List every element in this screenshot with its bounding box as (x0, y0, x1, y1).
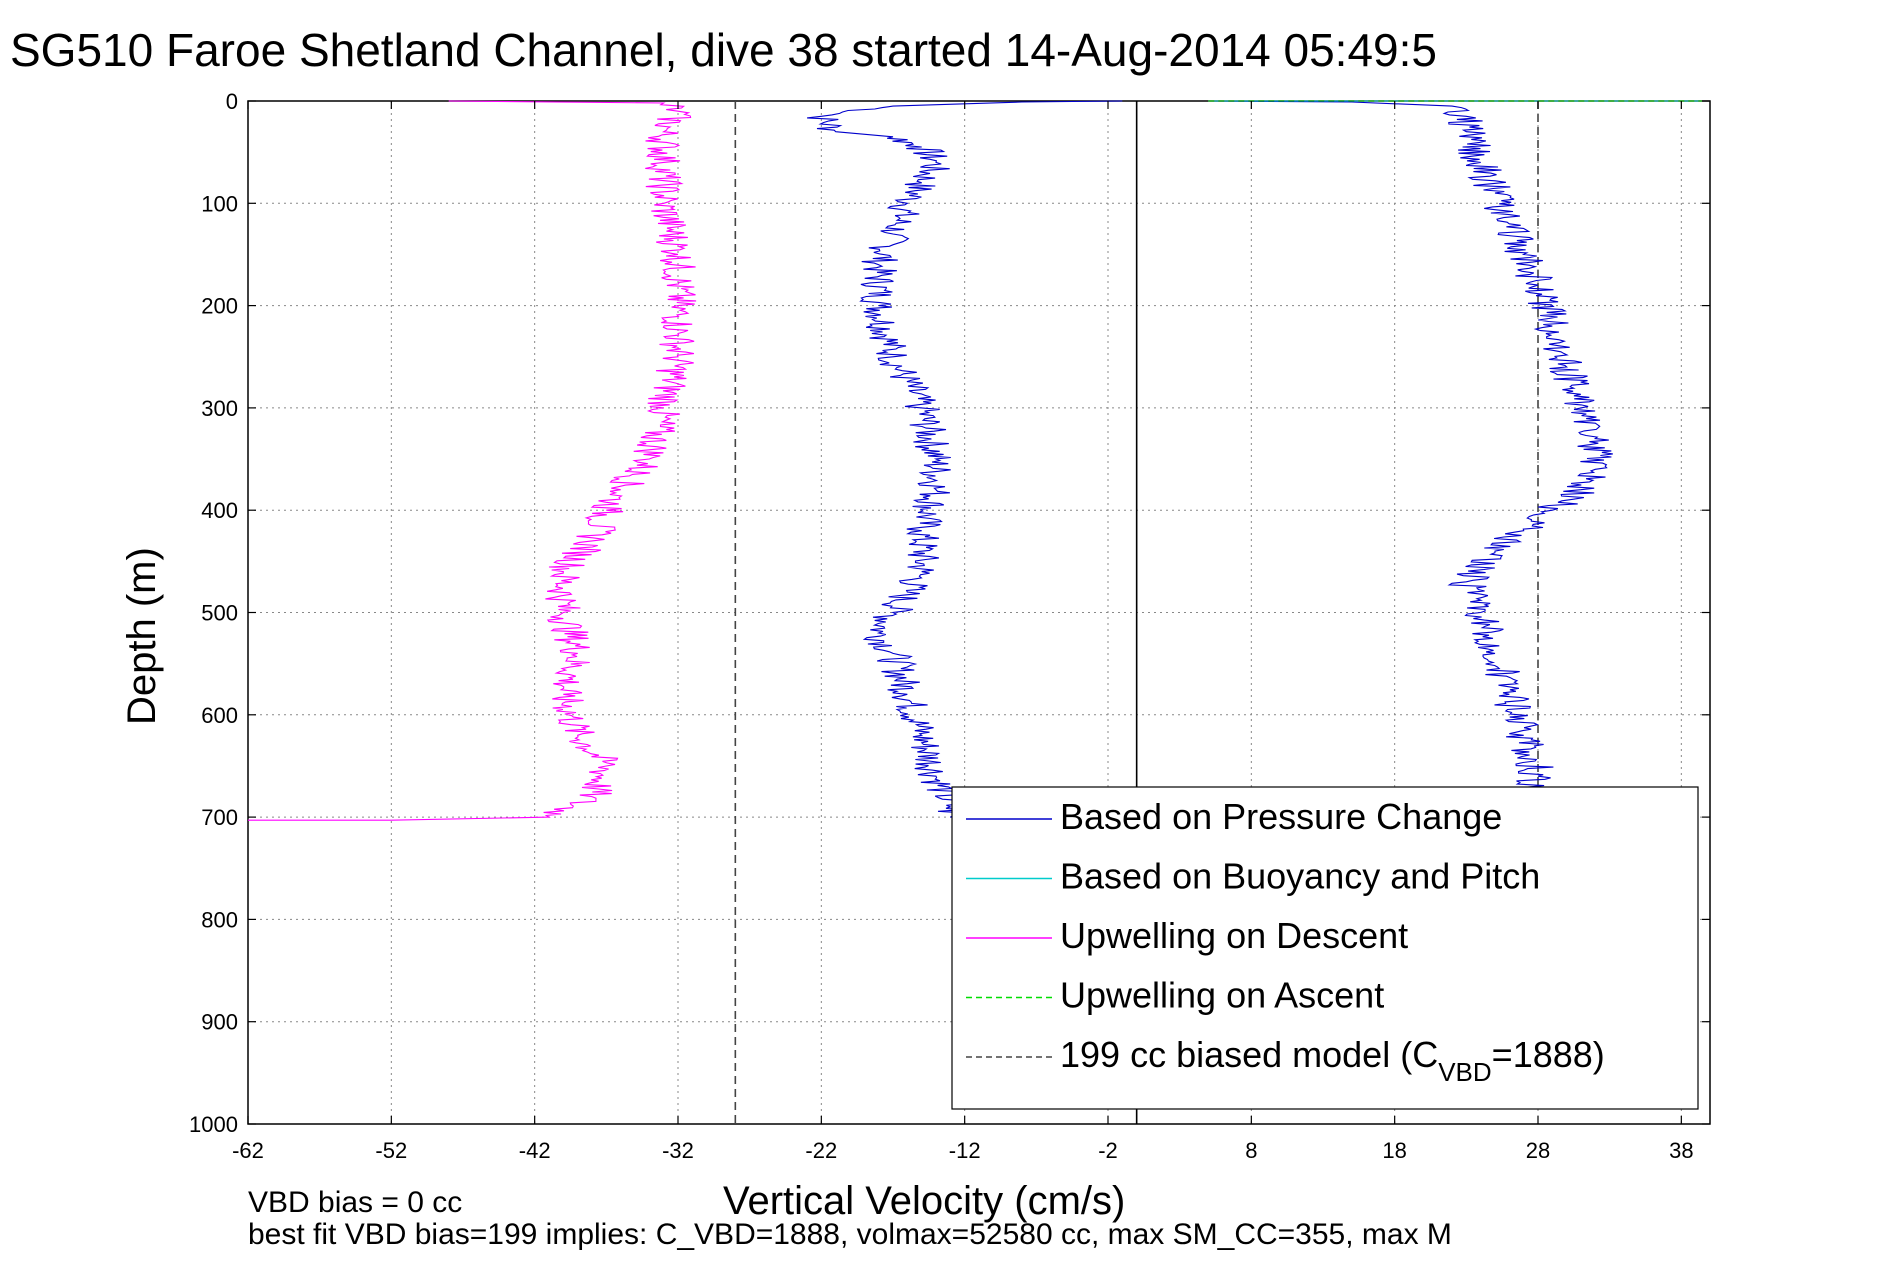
x-tick-label: -22 (805, 1138, 837, 1163)
chart-title: SG510 Faroe Shetland Channel, dive 38 st… (10, 24, 1437, 76)
y-tick-label: 200 (201, 294, 238, 319)
y-tick-label: 100 (201, 191, 238, 216)
y-tick-label: 500 (201, 601, 238, 626)
legend-label-text: Upwelling on Descent (1060, 915, 1408, 956)
legend-label: 199 cc biased model (CVBD=1888) (1060, 1034, 1605, 1087)
y-tick-label: 800 (201, 907, 238, 932)
footer-line-1: VBD bias = 0 cc (248, 1186, 462, 1219)
y-axis-label: Depth (m) (120, 547, 164, 725)
x-tick-label: -62 (232, 1138, 264, 1163)
x-tick-label: -42 (519, 1138, 551, 1163)
y-axis-ticks: 0 100 200 300 400 500 600 700 800 900 1000 (189, 89, 1710, 1137)
legend: Based on Pressure Change Based on Buoyanc… (951, 786, 1699, 1110)
y-tick-label: 0 (226, 89, 238, 114)
legend-label: Based on Buoyancy and Pitch (1060, 856, 1540, 897)
x-axis-label: Vertical Velocity (cm/s) (723, 1179, 1125, 1223)
x-tick-label: 28 (1526, 1138, 1550, 1163)
x-tick-label: -2 (1098, 1138, 1118, 1163)
y-tick-label: 1000 (189, 1112, 238, 1137)
y-tick-label: 600 (201, 703, 238, 728)
legend-label-tail: =1888) (1492, 1034, 1605, 1075)
x-tick-label: 18 (1382, 1138, 1406, 1163)
y-tick-label: 400 (201, 498, 238, 523)
legend-label: Upwelling on Descent (1060, 915, 1408, 956)
legend-label: Upwelling on Ascent (1060, 975, 1384, 1016)
y-tick-label: 900 (201, 1010, 238, 1035)
legend-label-text: Based on Pressure Change (1060, 796, 1502, 837)
x-tick-label: -52 (375, 1138, 407, 1163)
series-line-0 (807, 100, 1613, 820)
x-axis-ticks: -62 -52 -42 -32 -22 -12 -2 8 18 28 38 (232, 101, 1694, 1163)
x-tick-label: -32 (662, 1138, 694, 1163)
x-tick-label: -12 (949, 1138, 981, 1163)
series-group (248, 100, 1710, 821)
legend-box (951, 786, 1699, 1110)
y-tick-label: 700 (201, 805, 238, 830)
footer-line-2: best fit VBD bias=199 implies: C_VBD=188… (248, 1218, 1452, 1251)
legend-label-text: 199 cc biased model (C (1060, 1034, 1438, 1075)
series-line-2 (248, 100, 697, 821)
x-tick-label: 38 (1669, 1138, 1693, 1163)
legend-label-text: Based on Buoyancy and Pitch (1060, 856, 1540, 897)
legend-label: Based on Pressure Change (1060, 796, 1502, 837)
x-tick-label: 8 (1245, 1138, 1257, 1163)
y-tick-label: 300 (201, 396, 238, 421)
legend-label-subscript: VBD (1438, 1057, 1491, 1087)
legend-label-text: Upwelling on Ascent (1060, 975, 1384, 1016)
